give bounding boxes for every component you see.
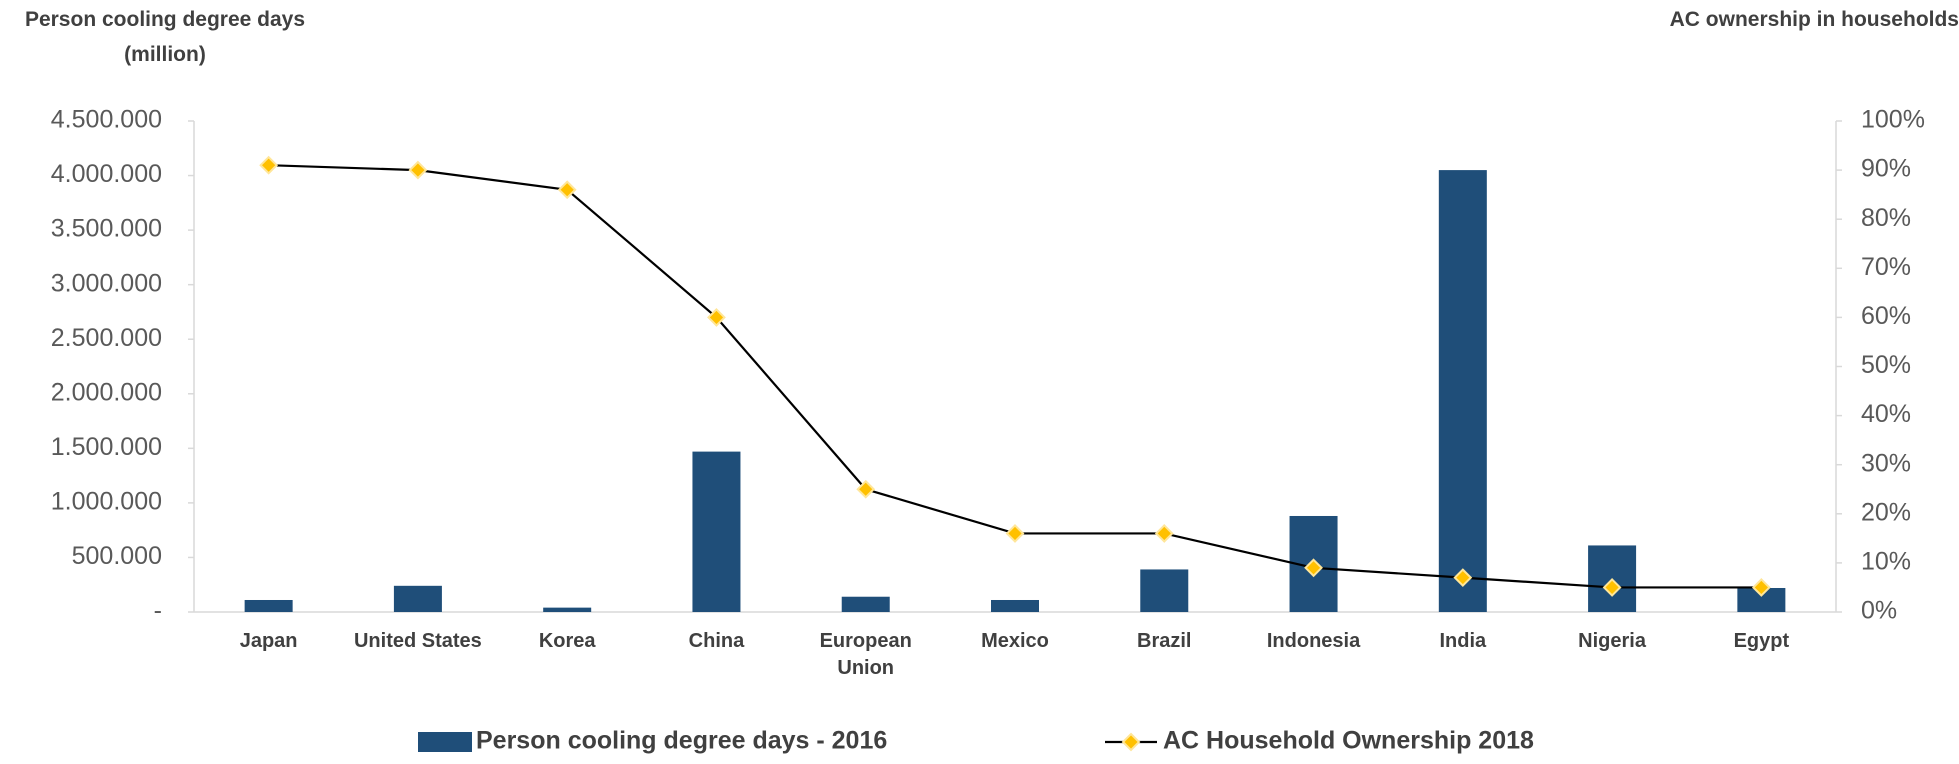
y2-tick-label: 80% [1861,204,1911,232]
x-tick-label: Nigeria [1578,630,1646,652]
line-marker [557,180,577,200]
line-marker [1304,558,1323,578]
line-marker [707,307,726,327]
y-tick-label: 3.500.000 [51,215,162,243]
legend-swatch [418,732,472,752]
line-marker [1751,578,1771,597]
bar [393,585,442,612]
y2-tick-label: 70% [1861,253,1911,281]
x-tick-label: Korea [538,630,596,652]
x-tick-label: Brazil [1137,630,1192,652]
bar [1140,569,1189,612]
line-marker [1602,578,1622,597]
legend-label: AC Household Ownership 2018 [1163,727,1534,755]
y2-tick-label: 50% [1861,351,1911,379]
bar [841,596,890,612]
y-tick-label: 2.500.000 [51,324,162,352]
line-marker [1453,568,1473,588]
y-tick-label: 2.000.000 [51,378,162,406]
x-tick-label: United States [353,630,482,652]
y2-tick-label: 10% [1861,548,1911,576]
legend-label: Person cooling degree days - 2016 [476,727,887,755]
bar [991,599,1039,612]
y2-tick-label: 100% [1861,106,1925,134]
x-tick-label: China [688,630,745,652]
line-marker [1154,524,1174,543]
y2-axis-label: AC ownership in households [1669,8,1959,31]
y2-tick-label: 20% [1861,498,1911,526]
y-tick-label: 1.500.000 [51,433,162,461]
y-axis-label: Person cooling degree days (million) [24,8,306,66]
x-tick-label: Mexico [981,630,1049,652]
y2-tick-label: 60% [1861,302,1911,330]
line-marker [1005,524,1025,543]
x-tick-label: European Union [819,630,912,679]
y2-tick-label: 40% [1861,400,1911,428]
line-marker [856,479,876,499]
y-tick-label: 4.000.000 [51,160,162,188]
line-marker [408,160,428,180]
line-marker [259,155,279,175]
y2-tick-label: 90% [1861,155,1911,183]
y-tick-label: 1.000.000 [51,487,162,515]
bar [543,607,592,612]
x-tick-label: Japan [239,630,298,652]
y-tick-label: 4.500.000 [51,106,162,134]
y-tick-label: 3.000.000 [51,269,162,297]
y-tick-label: 500.000 [72,542,162,570]
x-tick-label: Egypt [1733,630,1790,652]
legend-marker [1121,732,1141,752]
bar [1438,170,1487,612]
x-tick-label: Indonesia [1266,630,1361,652]
y2-tick-label: 0% [1861,597,1897,625]
y2-tick-label: 30% [1861,449,1911,477]
bar [244,599,293,612]
y-tick-label: - [154,597,162,625]
x-tick-label: India [1439,630,1487,652]
bar [692,451,741,612]
